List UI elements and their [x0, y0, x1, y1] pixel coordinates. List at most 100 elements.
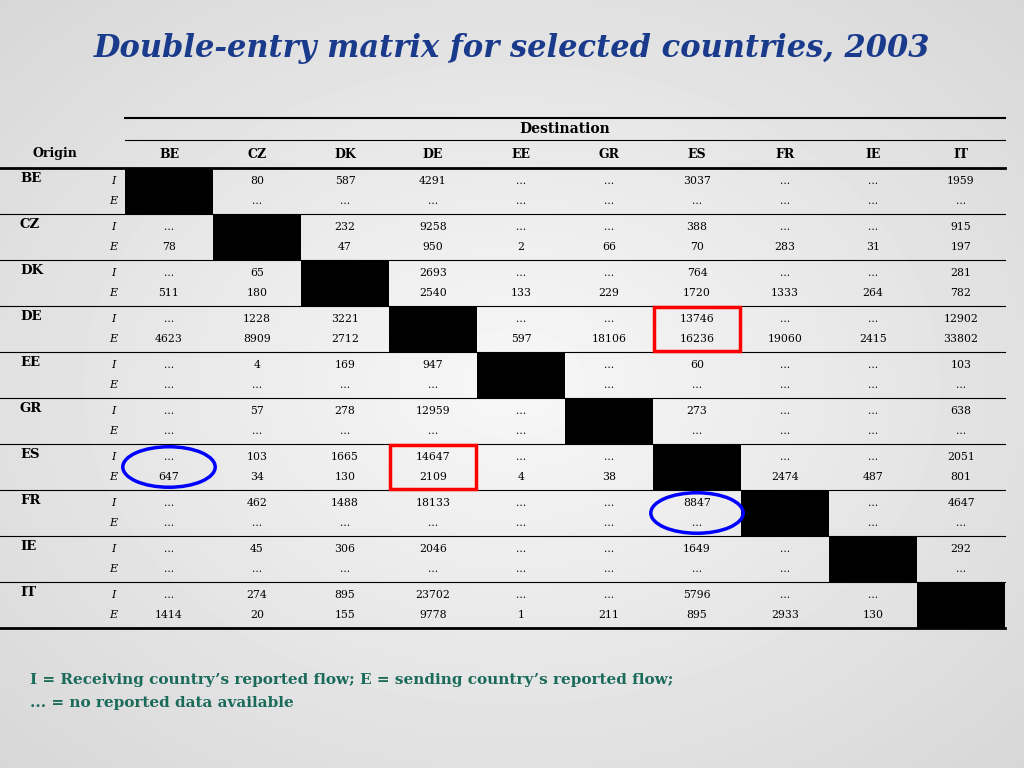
Text: ...: ... [516, 518, 526, 528]
Text: 33802: 33802 [943, 334, 979, 344]
Text: ...: ... [868, 268, 878, 278]
Text: ...: ... [780, 544, 791, 554]
Text: 12902: 12902 [943, 314, 979, 324]
Text: ...: ... [164, 406, 174, 416]
Text: 78: 78 [162, 242, 176, 252]
Text: 3221: 3221 [331, 314, 359, 324]
Text: 511: 511 [159, 288, 179, 298]
Text: ...: ... [780, 222, 791, 232]
Text: ...: ... [692, 564, 702, 574]
Text: ...: ... [164, 268, 174, 278]
Text: 462: 462 [247, 498, 267, 508]
Text: 2109: 2109 [419, 472, 446, 482]
Text: 274: 274 [247, 590, 267, 600]
Text: FR: FR [20, 495, 40, 508]
Text: ...: ... [516, 564, 526, 574]
Text: 8847: 8847 [683, 498, 711, 508]
Text: ...: ... [516, 222, 526, 232]
Text: ...: ... [516, 590, 526, 600]
Text: ...: ... [868, 222, 878, 232]
Text: 281: 281 [950, 268, 972, 278]
Text: ...: ... [604, 564, 614, 574]
Text: ...: ... [516, 268, 526, 278]
Bar [477, 352, 565, 398]
Text: IE: IE [20, 541, 36, 554]
Text: 292: 292 [950, 544, 972, 554]
Text: E: E [109, 472, 117, 482]
Text: 8909: 8909 [243, 334, 271, 344]
Text: 801: 801 [950, 472, 972, 482]
Text: Origin: Origin [33, 147, 78, 161]
Text: I = Receiving country’s reported flow; E = sending country’s reported flow;: I = Receiving country’s reported flow; E… [30, 673, 674, 687]
Text: ...: ... [428, 196, 438, 206]
Text: 1720: 1720 [683, 288, 711, 298]
Text: E: E [109, 380, 117, 390]
Text: ...: ... [252, 564, 262, 574]
Text: E: E [109, 426, 117, 436]
Text: 4623: 4623 [155, 334, 183, 344]
Text: 23702: 23702 [416, 590, 451, 600]
Text: 1414: 1414 [155, 610, 183, 620]
Text: E: E [109, 518, 117, 528]
Text: 4: 4 [517, 472, 524, 482]
Text: ...: ... [164, 590, 174, 600]
Text: 14647: 14647 [416, 452, 451, 462]
Text: 197: 197 [950, 242, 972, 252]
Text: 211: 211 [598, 610, 620, 620]
Text: ...: ... [780, 426, 791, 436]
Text: 19060: 19060 [768, 334, 803, 344]
Text: 4: 4 [254, 360, 260, 370]
Text: 2051: 2051 [947, 452, 975, 462]
Text: 9778: 9778 [419, 610, 446, 620]
Text: ...: ... [604, 498, 614, 508]
Text: 1649: 1649 [683, 544, 711, 554]
Text: 782: 782 [950, 288, 972, 298]
Text: CZ: CZ [248, 147, 266, 161]
Text: 65: 65 [250, 268, 264, 278]
Text: 264: 264 [862, 288, 884, 298]
Text: 278: 278 [335, 406, 355, 416]
Bar [918, 582, 1005, 628]
Text: ...: ... [868, 314, 878, 324]
Text: 80: 80 [250, 176, 264, 186]
Text: 2046: 2046 [419, 544, 446, 554]
Text: E: E [109, 242, 117, 252]
Text: ...: ... [692, 380, 702, 390]
Text: 4647: 4647 [947, 498, 975, 508]
Text: ...: ... [868, 176, 878, 186]
Text: ...: ... [780, 360, 791, 370]
Text: BE: BE [159, 147, 179, 161]
Text: 133: 133 [511, 288, 531, 298]
Text: ...: ... [868, 360, 878, 370]
Text: ...: ... [516, 544, 526, 554]
Text: 13746: 13746 [680, 314, 715, 324]
Text: 18106: 18106 [592, 334, 627, 344]
Text: 4291: 4291 [419, 176, 446, 186]
Text: 764: 764 [687, 268, 708, 278]
Text: 20: 20 [250, 610, 264, 620]
Text: ...: ... [604, 544, 614, 554]
Text: ...: ... [956, 196, 966, 206]
Text: 2712: 2712 [331, 334, 359, 344]
Text: ...: ... [780, 176, 791, 186]
Text: 70: 70 [690, 242, 703, 252]
Text: Double-entry matrix for selected countries, 2003: Double-entry matrix for selected countri… [94, 32, 930, 64]
Text: ...: ... [340, 380, 350, 390]
Text: ...: ... [956, 564, 966, 574]
Text: 283: 283 [774, 242, 796, 252]
Text: ...: ... [868, 196, 878, 206]
Text: I: I [111, 406, 115, 416]
Text: ...: ... [252, 380, 262, 390]
Text: 60: 60 [690, 360, 705, 370]
Text: E: E [109, 196, 117, 206]
Text: ...: ... [692, 518, 702, 528]
Text: I: I [111, 360, 115, 370]
Text: ...: ... [252, 196, 262, 206]
Text: 155: 155 [335, 610, 355, 620]
Bar [565, 398, 653, 444]
Text: ...: ... [164, 380, 174, 390]
Bar [213, 214, 301, 260]
Text: ...: ... [164, 452, 174, 462]
Text: 597: 597 [511, 334, 531, 344]
Text: 5796: 5796 [683, 590, 711, 600]
